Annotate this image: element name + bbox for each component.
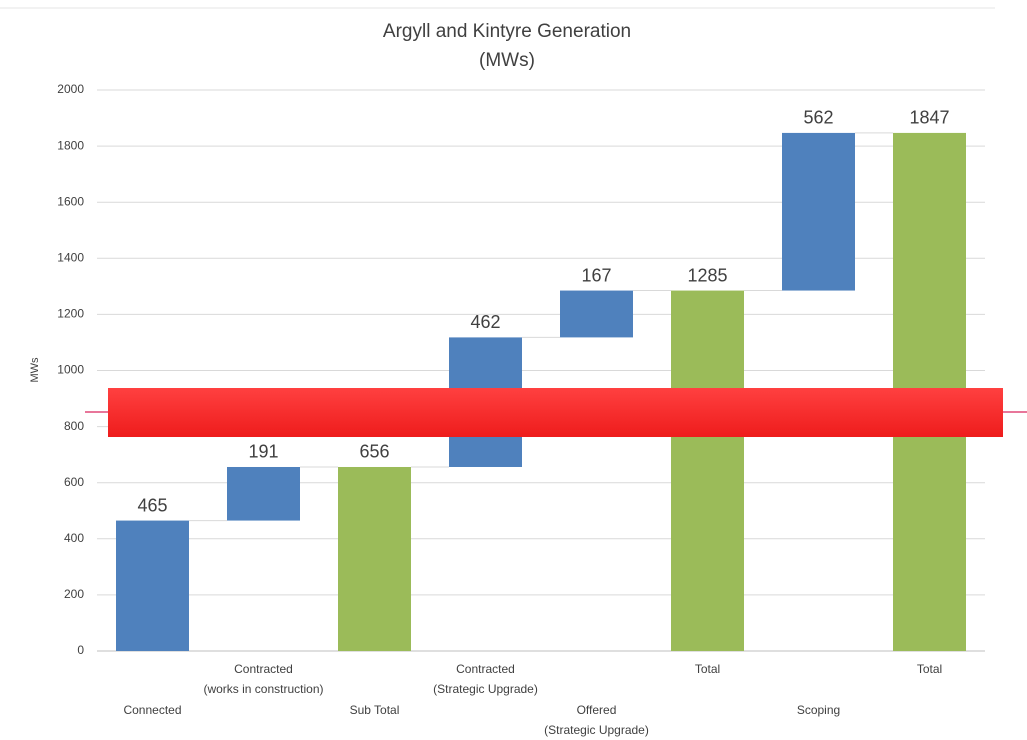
x-tick-label: (Strategic Upgrade) [544, 723, 649, 737]
x-tick-label: (works in construction) [203, 682, 323, 696]
y-tick-label: 800 [64, 419, 84, 433]
y-tick-label: 1000 [57, 363, 84, 377]
y-tick-label: 1600 [57, 194, 84, 208]
data-label: 167 [581, 265, 611, 285]
chart-title: Argyll and Kintyre Generation [383, 21, 631, 42]
x-tick-label: Contracted [456, 662, 515, 676]
x-tick-label: (Strategic Upgrade) [433, 682, 538, 696]
data-label: 1285 [687, 265, 727, 285]
x-tick-label: Total [695, 662, 720, 676]
data-label: 191 [248, 442, 278, 462]
y-tick-label: 400 [64, 531, 84, 545]
y-tick-label: 0 [77, 643, 84, 657]
data-label: 1847 [909, 108, 949, 128]
x-tick-label: Connected [123, 703, 181, 717]
bar [116, 520, 189, 651]
y-tick-label: 200 [64, 587, 84, 601]
bar [671, 290, 744, 651]
y-tick-label: 1200 [57, 307, 84, 321]
data-label: 562 [803, 108, 833, 128]
x-tick-label: Total [917, 662, 942, 676]
x-tick-label: Sub Total [350, 703, 400, 717]
bar [560, 290, 633, 338]
y-tick-label: 2000 [57, 82, 84, 96]
y-tick-label: 1800 [57, 138, 84, 152]
data-label: 656 [359, 442, 389, 462]
chart-title: (MWs) [479, 50, 535, 71]
y-tick-label: 1400 [57, 250, 84, 264]
redaction-bar [108, 388, 1003, 437]
x-tick-label: Contracted [234, 662, 293, 676]
y-axis-label: MWs [29, 357, 41, 383]
x-tick-label: Offered [577, 703, 617, 717]
bar [227, 466, 300, 521]
x-tick-label: Scoping [797, 703, 840, 717]
bar [782, 132, 855, 291]
data-label: 465 [137, 495, 167, 515]
data-label: 462 [470, 312, 500, 332]
y-tick-label: 600 [64, 475, 84, 489]
bar [338, 466, 411, 651]
